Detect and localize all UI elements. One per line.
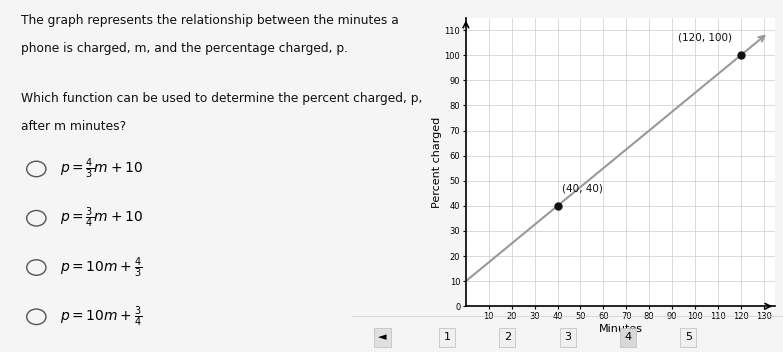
- Text: (120, 100): (120, 100): [677, 33, 731, 43]
- Text: $p = 10m + \frac{3}{4}$: $p = 10m + \frac{3}{4}$: [60, 304, 143, 329]
- Text: 3: 3: [565, 332, 571, 342]
- Text: 1: 1: [444, 332, 450, 342]
- Text: 4: 4: [624, 332, 632, 342]
- Y-axis label: Percent charged: Percent charged: [431, 116, 442, 208]
- Text: (40, 40): (40, 40): [562, 183, 603, 193]
- Text: Which function can be used to determine the percent charged, p,: Which function can be used to determine …: [21, 92, 422, 105]
- Text: $p = 10m + \frac{4}{3}$: $p = 10m + \frac{4}{3}$: [60, 255, 143, 280]
- Text: ◄: ◄: [378, 332, 387, 342]
- Text: $p = \frac{4}{3}m + 10$: $p = \frac{4}{3}m + 10$: [60, 157, 143, 181]
- X-axis label: Minutes: Minutes: [598, 323, 643, 334]
- Text: 5: 5: [685, 332, 691, 342]
- Text: 2: 2: [503, 332, 511, 342]
- Text: phone is charged, m, and the percentage charged, p.: phone is charged, m, and the percentage …: [21, 42, 348, 55]
- Text: The graph represents the relationship between the minutes a: The graph represents the relationship be…: [21, 14, 399, 27]
- Text: after m minutes?: after m minutes?: [21, 120, 126, 133]
- Text: $p = \frac{3}{4}m + 10$: $p = \frac{3}{4}m + 10$: [60, 206, 143, 231]
